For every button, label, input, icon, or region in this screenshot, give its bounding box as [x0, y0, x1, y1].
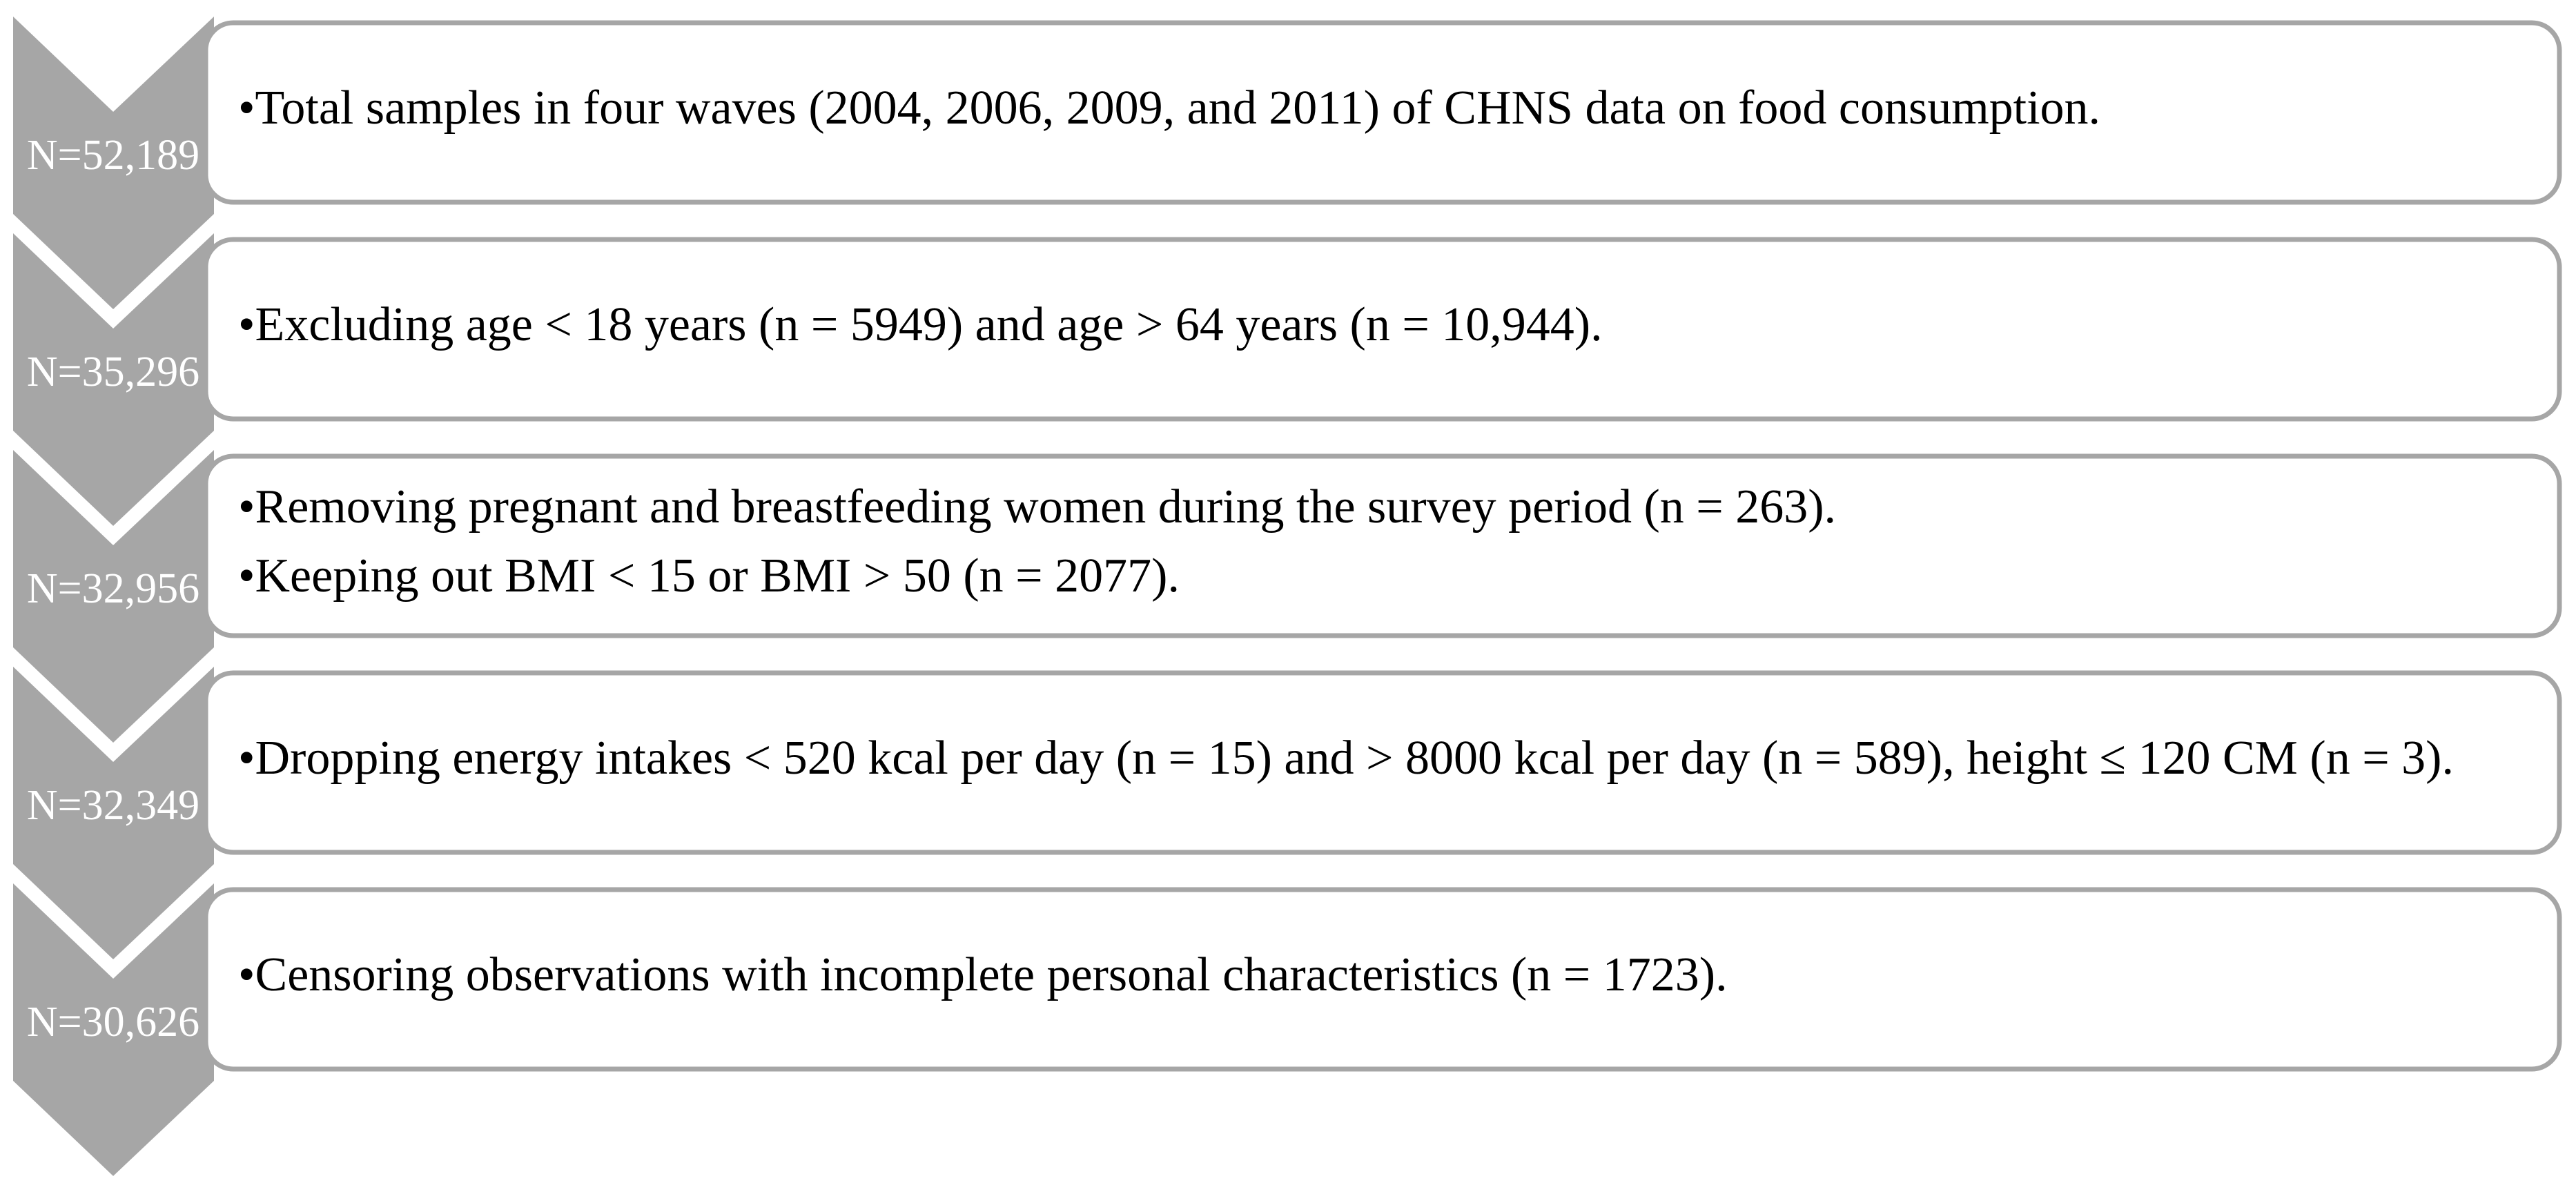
count-label: N=30,626 [27, 999, 199, 1046]
count-label: N=32,956 [27, 565, 199, 612]
step-box [203, 670, 2562, 855]
count-label: N=32,349 [27, 782, 199, 829]
step-box [203, 887, 2562, 1072]
count-label: N=52,189 [27, 132, 199, 179]
bullet-text: •Excluding age < 18 years (n = 5949) and… [238, 298, 1603, 351]
chevron [13, 883, 214, 1176]
step-box [203, 20, 2562, 205]
step-box [203, 237, 2562, 422]
count-label: N=35,296 [27, 349, 199, 395]
chevron [13, 450, 214, 743]
bullet-text: •Dropping energy intakes < 520 kcal per … [238, 732, 2454, 785]
bullet-text: •Censoring observations with incomplete … [238, 948, 1728, 1001]
chevron [13, 233, 214, 526]
bullet-text: •Total samples in four waves (2004, 2006… [238, 81, 2100, 135]
chevron [13, 667, 214, 959]
chevron [13, 17, 214, 309]
step-box [203, 453, 2562, 638]
bullet-text: •Keeping out BMI < 15 or BMI > 50 (n = 2… [238, 549, 1180, 603]
bullet-text: •Removing pregnant and breastfeeding wom… [238, 480, 1836, 533]
